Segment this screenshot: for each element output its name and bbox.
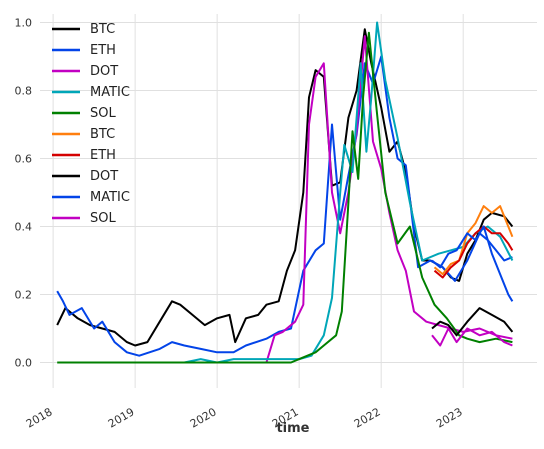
y-tick-label: 0.2 [15, 289, 33, 302]
legend-label: SOL [90, 106, 116, 121]
legend-label: BTC [90, 127, 115, 142]
x-tick-label: 2023 [434, 405, 465, 430]
legend-label: MATIC [90, 85, 130, 100]
y-tick-label: 0.0 [15, 357, 33, 370]
legend-label: MATIC [90, 190, 130, 205]
series-line-3 [184, 21, 514, 364]
y-tick-label: 0.6 [15, 153, 33, 166]
y-tick-label: 0.4 [15, 221, 33, 234]
series-line-0 [56, 28, 514, 347]
y-tick-label: 0.8 [15, 85, 33, 98]
x-tick-label: 2020 [188, 405, 219, 430]
series-line-5 [433, 205, 514, 276]
y-tick-labels: 0.0 0.2 0.4 0.6 0.8 1.0 [15, 17, 33, 370]
x-tick-label: 2018 [24, 405, 55, 430]
x-axis-label: time [276, 421, 309, 436]
legend-label: SOL [90, 211, 116, 226]
series-line-6 [433, 225, 514, 279]
legend: BTC ETH DOT MATIC SOL BTC ETH DOT MATIC SOL [52, 22, 130, 226]
legend-label: DOT [90, 169, 118, 184]
series-lines [56, 21, 514, 364]
x-tick-label: 2019 [106, 405, 137, 430]
legend-label: BTC [90, 22, 115, 37]
series-line-9 [431, 327, 513, 347]
grid-lines [40, 14, 537, 388]
legend-label: ETH [90, 43, 116, 58]
x-tick-label: 2022 [352, 405, 383, 430]
legend-label: DOT [90, 64, 118, 79]
y-tick-label: 1.0 [15, 17, 33, 30]
series-line-8 [431, 225, 514, 302]
x-tick-labels: 2018 2019 2020 2021 2022 2023 [24, 405, 465, 430]
series-line-7 [431, 307, 514, 337]
series-line-4 [57, 31, 513, 364]
legend-label: ETH [90, 148, 116, 163]
series-line-1 [56, 55, 513, 357]
